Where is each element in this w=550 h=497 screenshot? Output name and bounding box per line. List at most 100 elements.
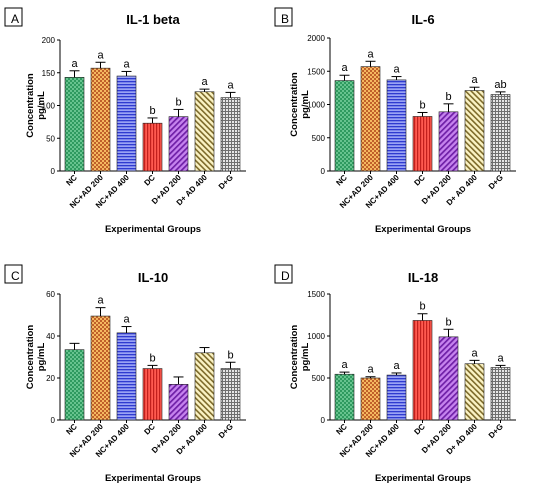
chart-panel-c: C IL-100204060Concentrationpg/mLNCaNC+AD … (4, 264, 246, 484)
panel-letter-box (274, 7, 293, 27)
y-tick-label: 1000 (307, 101, 325, 110)
x-axis-label: Experimental Groups (375, 224, 471, 235)
significance-letter: a (471, 74, 478, 86)
significance-letter: a (341, 62, 348, 74)
chart-title: IL-18 (408, 270, 438, 285)
chart-title: IL-1 beta (126, 12, 180, 27)
bar-nc-ad-200 (360, 377, 381, 421)
y-tick-label: 200 (42, 36, 56, 45)
bar-d-ad-400 (194, 91, 215, 172)
significance-letter: b (227, 349, 233, 361)
bar-d-g (490, 94, 511, 172)
significance-letter: a (227, 79, 234, 91)
y-tick-label: 50 (46, 134, 55, 143)
panel-letter: A (11, 12, 19, 26)
significance-letter: b (149, 105, 155, 117)
y-tick-label: 100 (42, 102, 56, 111)
y-axis-label: Concentrationpg/mL (25, 325, 47, 390)
x-tick-label: D+G (487, 173, 505, 191)
bar-nc-ad-400 (386, 79, 407, 172)
x-tick-label: D+G (217, 422, 235, 440)
y-tick-label: 1000 (307, 332, 325, 341)
bar-nc-ad-200 (90, 315, 111, 421)
y-axis-label: Concentrationpg/mL (25, 73, 47, 138)
x-tick-label: DC (142, 173, 157, 188)
bar-dc (412, 320, 433, 421)
y-tick-label: 150 (42, 69, 56, 78)
bar-nc-ad-400 (116, 332, 137, 421)
x-tick-label: NC (64, 422, 79, 437)
bar-dc (412, 116, 433, 172)
bar-nc-ad-200 (360, 66, 381, 172)
bar-d-g (490, 367, 511, 421)
chart-panel-a: A IL-1 beta 0 50 100 150 200 Concentrationpg/mL… (4, 7, 246, 235)
y-axis-label-line: Concentration (289, 72, 300, 137)
x-tick-label: D+G (487, 422, 505, 440)
bar-nc-ad-400 (386, 374, 407, 421)
bar-d-ad-400 (194, 352, 215, 421)
significance-letter: a (97, 49, 104, 61)
y-tick-label: 0 (51, 167, 56, 176)
y-tick-label: 20 (46, 374, 55, 383)
panel-letter: C (11, 269, 20, 283)
y-axis-label-line: Concentration (289, 325, 300, 390)
y-tick-label: 500 (312, 134, 326, 143)
significance-letter: b (445, 316, 451, 328)
x-axis-label: Experimental Groups (105, 473, 201, 484)
bar-nc (64, 77, 85, 172)
significance-letter: a (393, 360, 400, 372)
panel-letter-box (4, 7, 23, 27)
bar-d-ad-200 (168, 116, 189, 172)
significance-letter: b (419, 301, 425, 313)
bar-d-g (220, 368, 241, 421)
bar-dc (142, 122, 163, 172)
y-tick-label: 500 (312, 374, 326, 383)
panel-letter: D (281, 269, 290, 283)
y-axis-label-line: pg/mL (300, 90, 311, 119)
significance-letter: a (71, 58, 78, 70)
y-axis-label-line: pg/mL (36, 343, 47, 372)
y-tick-label: 40 (46, 332, 55, 341)
significance-letter: b (445, 91, 451, 103)
bar-nc (64, 349, 85, 421)
bar-dc (142, 368, 163, 421)
panel-letter-box (4, 264, 23, 284)
bar-d-ad-200 (168, 383, 189, 421)
y-axis-label-line: Concentration (25, 325, 36, 390)
bar-nc (334, 373, 355, 421)
x-tick-label: D+G (217, 173, 235, 191)
y-tick-label: 60 (46, 290, 55, 299)
y-tick-label: 1500 (307, 67, 325, 76)
significance-letter: a (367, 364, 374, 376)
y-tick-label: 0 (321, 416, 326, 425)
y-tick-label: 1500 (307, 290, 325, 299)
y-tick-label: 0 (51, 416, 56, 425)
significance-letter: a (393, 64, 400, 76)
significance-letter: a (201, 76, 208, 88)
significance-letter: a (367, 48, 374, 60)
x-tick-label: NC (334, 173, 349, 188)
x-axis-label: Experimental Groups (105, 224, 201, 235)
bar-nc (334, 80, 355, 172)
significance-letter: a (471, 347, 478, 359)
x-tick-label: DC (412, 173, 427, 188)
significance-letter: ab (494, 79, 506, 91)
significance-letter: b (175, 96, 181, 108)
bar-d-ad-200 (438, 111, 459, 172)
significance-letter: b (419, 99, 425, 111)
panel-letter: B (281, 12, 289, 26)
chart-panel-b: B IL-6 0 500 1000 1500 2000 Concentrationpg/mL a… (274, 7, 516, 235)
bar-d-ad-200 (438, 336, 459, 421)
bar-nc-ad-400 (116, 75, 137, 172)
x-axis-label: Experimental Groups (375, 473, 471, 484)
x-tick-label: NC (334, 422, 349, 437)
y-axis-label-line: Concentration (25, 73, 36, 138)
bar-nc-ad-200 (90, 67, 111, 172)
y-axis-label: Concentrationpg/mL (289, 325, 311, 390)
significance-letter: a (497, 352, 504, 364)
chart-panel-d: D IL-18 0 500 1000 1500 Concentrationpg/mL a NC a… (274, 264, 516, 484)
significance-letter: a (123, 314, 130, 326)
bar-d-ad-400 (464, 363, 485, 421)
y-tick-label: 2000 (307, 34, 325, 43)
